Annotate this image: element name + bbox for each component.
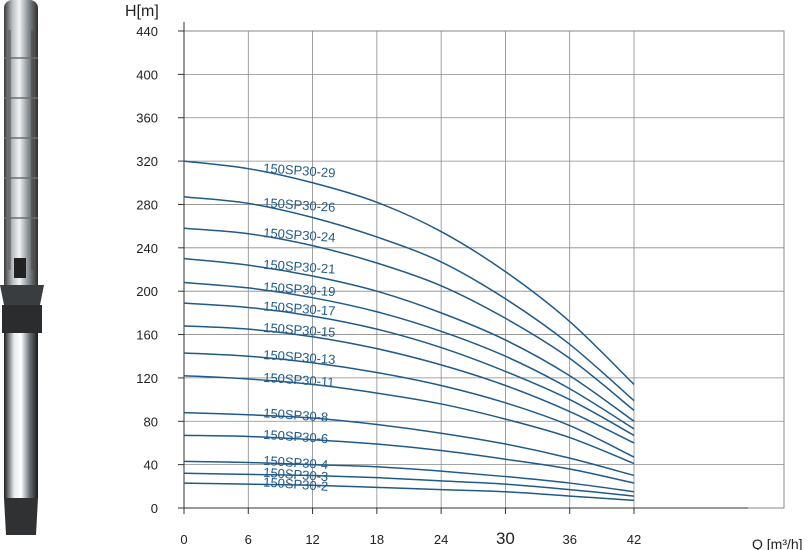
x-tick-label: 12 [305,532,319,547]
y-tick-label: 240 [136,241,158,256]
y-tick-label: 40 [144,458,158,473]
curve-label: 150SP30-21 [263,257,336,277]
x-tick-label: 6 [245,532,252,547]
chart-grid [183,22,785,509]
curve-150SP30-21 [183,257,635,422]
curve-150SP30-29 [183,160,635,385]
y-axis-ticks: 0 40 80 120 160 200 240 280 320 360 400 440 [136,24,184,516]
curve-150SP30-4 [183,460,635,493]
y-axis-title: H[m] [125,3,159,20]
x-tick-label: 30 [496,529,515,548]
curve-150SP30-11 [183,374,635,465]
submersible-pump-icon [0,0,44,535]
curve-label: 150SP30-3 [263,465,329,485]
y-tick-label: 200 [136,284,158,299]
curve-label: 150SP30-6 [263,427,329,447]
curve-150SP30-6 [183,434,635,484]
curve-label: 150SP30-11 [263,370,335,390]
y-tick-label: 440 [136,24,158,39]
y-tick-label: 280 [136,197,158,212]
y-tick-label: 0 [151,501,158,516]
x-tick-label: 0 [180,532,187,547]
x-tick-label: 42 [627,532,641,547]
curve-label: 150SP30-8 [263,405,329,425]
pump-curves [183,160,635,502]
curve-150SP30-17 [183,302,635,437]
y-tick-label: 400 [136,67,158,82]
curve-150SP30-13 [183,352,635,458]
curve-150SP30-15 [183,325,635,444]
curve-150SP30-2 [183,482,635,502]
curve-labels: 150SP30-29150SP30-26150SP30-24150SP30-21… [263,160,336,493]
curve-150SP30-26 [183,196,635,402]
x-tick-label: 24 [434,532,448,547]
curve-label: 150SP30-24 [263,225,336,245]
curve-150SP30-8 [183,411,635,477]
curve-label: 150SP30-2 [263,474,329,494]
curve-150SP30-19 [183,281,635,430]
y-tick-label: 360 [136,111,158,126]
y-tick-label: 80 [144,414,158,429]
x-tick-label: 36 [562,532,576,547]
x-axis-title: Q [m³/h] [752,536,803,550]
curve-label: 150SP30-29 [263,160,336,180]
curve-label: 150SP30-15 [263,320,336,340]
y-tick-label: 120 [136,371,158,386]
curve-label: 150SP30-19 [263,279,336,299]
curve-label: 150SP30-13 [263,347,336,367]
x-tick-label: 18 [370,532,384,547]
curve-150SP30-3 [183,472,635,497]
curve-150SP30-24 [183,227,635,412]
curve-label: 150SP30-4 [263,453,329,473]
x-axis-ticks: 0 6 12 18 24 30 36 42 [180,508,641,548]
curve-label: 150SP30-26 [263,195,336,215]
curve-label: 150SP30-17 [263,298,336,318]
y-tick-label: 320 [136,154,158,169]
y-tick-label: 160 [136,328,158,343]
